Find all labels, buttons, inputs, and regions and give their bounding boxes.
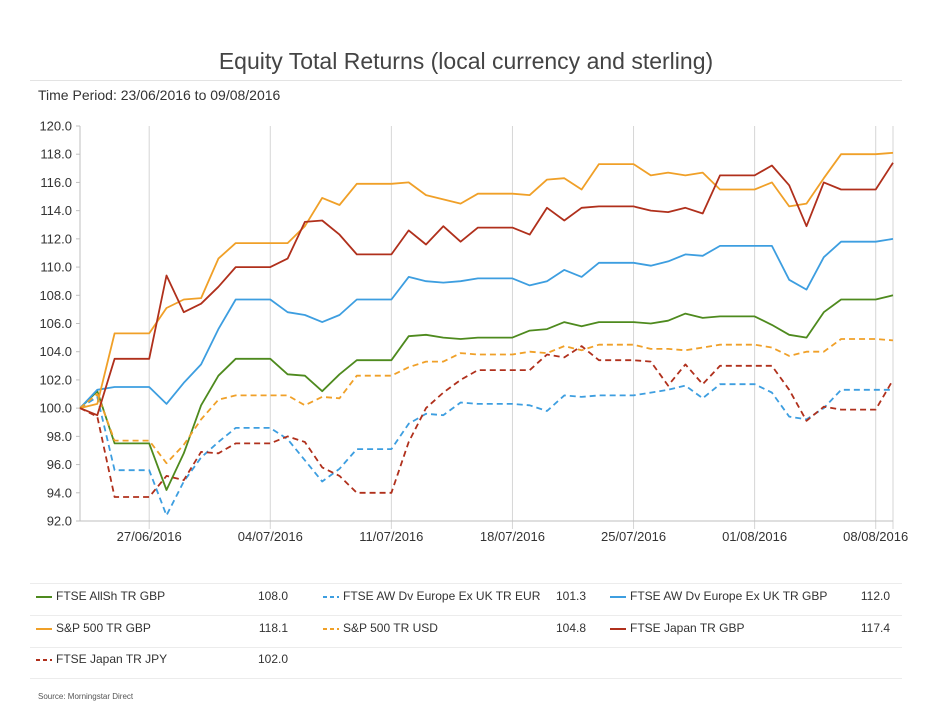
x-tick-label: 04/07/2016 bbox=[238, 529, 303, 544]
legend-label: FTSE AW Dv Europe Ex UK TR GBP bbox=[630, 589, 828, 603]
legend-separator bbox=[30, 583, 902, 584]
y-axis: 92.0 94.0 96.0 98.0 100.0 102.0 104.0 106.0 108.… bbox=[39, 119, 81, 529]
legend-item: S&P 500 TR GBP 118.1 bbox=[36, 621, 288, 637]
line-chart: 92.0 94.0 96.0 98.0 100.0 102.0 104.0 106.0 108.… bbox=[39, 119, 908, 545]
x-tick-label: 18/07/2016 bbox=[480, 529, 545, 544]
legend-swatch bbox=[610, 628, 626, 630]
y-tick-label: 104.0 bbox=[39, 344, 72, 359]
series-line bbox=[79, 383, 893, 517]
legend-value: 104.8 bbox=[555, 621, 586, 635]
legend-value: 101.3 bbox=[555, 589, 586, 603]
y-tick-label: 94.0 bbox=[47, 485, 72, 500]
y-tick-label: 106.0 bbox=[39, 316, 72, 331]
legend-swatch bbox=[323, 628, 339, 630]
legend-value: 102.0 bbox=[257, 652, 288, 666]
legend-swatch bbox=[36, 628, 52, 630]
legend-value: 112.0 bbox=[860, 589, 890, 603]
chart-series bbox=[79, 151, 894, 517]
legend-swatch bbox=[610, 596, 626, 598]
legend-value: 118.1 bbox=[258, 621, 288, 635]
series-line bbox=[79, 338, 894, 465]
y-tick-label: 120.0 bbox=[39, 119, 72, 134]
y-tick-label: 98.0 bbox=[47, 429, 72, 444]
legend-item: FTSE Japan TR JPY 102.0 bbox=[36, 652, 288, 668]
series-line bbox=[79, 151, 894, 409]
x-tick-label: 08/08/2016 bbox=[843, 529, 908, 544]
legend-label: FTSE Japan TR JPY bbox=[56, 652, 168, 666]
legend-separator bbox=[30, 615, 902, 616]
legend-label: FTSE AW Dv Europe Ex UK TR EUR bbox=[343, 589, 541, 603]
source-note: Source: Morningstar Direct bbox=[38, 692, 134, 701]
legend-swatch bbox=[36, 659, 52, 661]
series-line bbox=[79, 238, 894, 409]
chart-grid bbox=[148, 126, 894, 529]
chart-subtitle: Time Period: 23/06/2016 to 09/08/2016 bbox=[38, 87, 281, 103]
series-line bbox=[79, 162, 894, 417]
legend-value: 117.4 bbox=[860, 621, 890, 635]
y-tick-label: 112.0 bbox=[40, 231, 72, 246]
legend-label: FTSE AllSh TR GBP bbox=[56, 589, 166, 603]
y-tick-label: 118.0 bbox=[40, 147, 72, 162]
legend-label: S&P 500 TR GBP bbox=[56, 621, 151, 635]
x-axis: 27/06/2016 04/07/2016 11/07/2016 18/07/2016… bbox=[80, 520, 908, 544]
y-tick-label: 114.0 bbox=[40, 203, 72, 218]
x-tick-label: 11/07/2016 bbox=[359, 529, 423, 544]
title-divider bbox=[30, 80, 902, 81]
series-line bbox=[79, 345, 894, 498]
chart-title: Equity Total Returns (local currency and… bbox=[218, 48, 714, 74]
legend-label: S&P 500 TR USD bbox=[343, 621, 438, 635]
legend-item: FTSE AW Dv Europe Ex UK TR GBP 112.0 bbox=[610, 589, 890, 605]
legend-item: FTSE AW Dv Europe Ex UK TR EUR 101.3 bbox=[323, 589, 586, 605]
legend-item: FTSE Japan TR GBP 117.4 bbox=[610, 621, 890, 637]
x-tick-label: 25/07/2016 bbox=[601, 529, 666, 544]
series-line bbox=[79, 294, 894, 491]
y-tick-label: 116.0 bbox=[40, 175, 72, 190]
y-tick-label: 110.0 bbox=[40, 260, 72, 275]
legend-swatch bbox=[323, 596, 339, 598]
y-tick-label: 92.0 bbox=[47, 514, 72, 529]
x-tick-label: 27/06/2016 bbox=[117, 529, 182, 544]
y-tick-label: 102.0 bbox=[39, 372, 72, 387]
legend-item: S&P 500 TR USD 104.8 bbox=[323, 621, 586, 637]
legend-item: FTSE AllSh TR GBP 108.0 bbox=[36, 589, 288, 605]
y-tick-label: 100.0 bbox=[39, 401, 72, 416]
legend-separator bbox=[30, 678, 902, 679]
legend-label: FTSE Japan TR GBP bbox=[630, 621, 745, 635]
y-tick-label: 96.0 bbox=[47, 457, 72, 472]
legend-value: 108.0 bbox=[257, 589, 288, 603]
legend-swatch bbox=[36, 596, 52, 598]
x-tick-label: 01/08/2016 bbox=[722, 529, 787, 544]
legend-separator bbox=[30, 647, 902, 648]
y-tick-label: 108.0 bbox=[39, 288, 72, 303]
